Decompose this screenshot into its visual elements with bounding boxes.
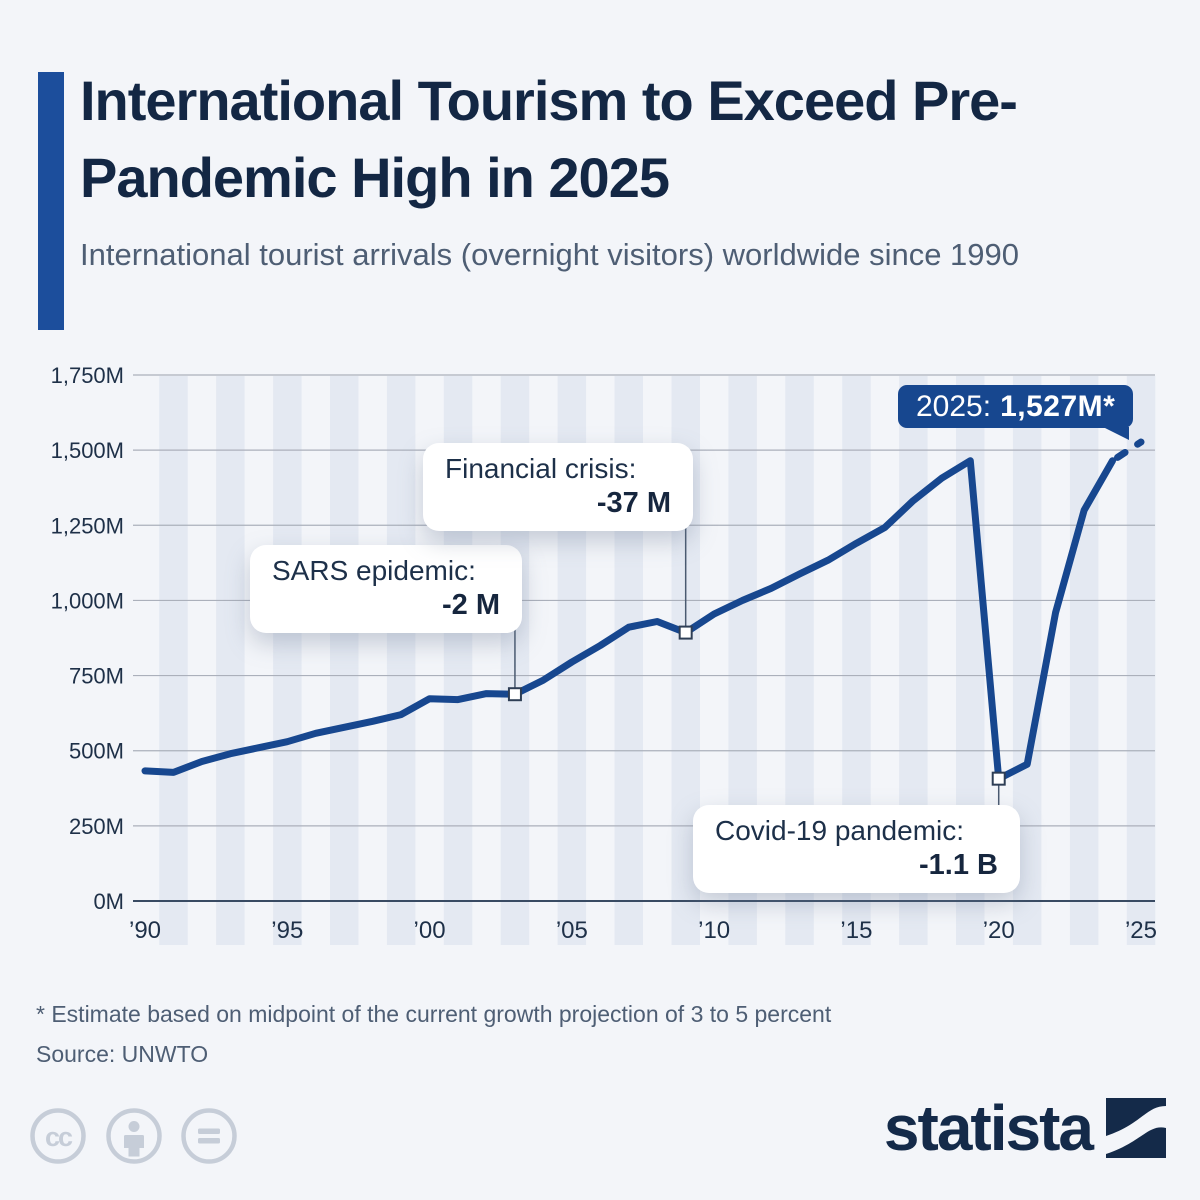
annotation-sars: SARS epidemic: -2 M bbox=[250, 545, 522, 633]
data-line bbox=[141, 457, 1116, 783]
x-axis-label: ’90 bbox=[129, 917, 161, 944]
statista-logo-icon bbox=[1106, 1098, 1166, 1158]
y-axis-label: 1,750M bbox=[51, 363, 124, 388]
y-axis-label: 1,500M bbox=[51, 438, 124, 463]
y-axis-label: 1,000M bbox=[51, 588, 124, 613]
year-stripe bbox=[273, 376, 302, 945]
x-axis-label: ’10 bbox=[698, 917, 730, 944]
year-stripe bbox=[1126, 376, 1156, 945]
y-axis-label: 250M bbox=[69, 814, 124, 839]
data-point-marker bbox=[507, 687, 522, 702]
x-axis-label: ’00 bbox=[414, 917, 446, 944]
y-axis-label: 1,250M bbox=[51, 513, 124, 538]
page-title: International Tourism to Exceed Pre-Pand… bbox=[80, 69, 1018, 209]
source-line: Source: UNWTO bbox=[36, 1041, 209, 1067]
data-point-marker bbox=[991, 771, 1006, 786]
title-accent-bar bbox=[38, 72, 64, 330]
projection-2025-badge: 2025: 1,527M* bbox=[898, 385, 1134, 440]
statista-wordmark: statista bbox=[883, 1092, 1094, 1164]
annotation-financial-crisis-label: Financial crisis: bbox=[445, 453, 637, 484]
estimate-footnote: * Estimate based on midpoint of the curr… bbox=[36, 1001, 832, 1027]
year-stripe bbox=[330, 376, 359, 945]
svg-text:cc: cc bbox=[45, 1122, 73, 1152]
year-stripe bbox=[159, 376, 188, 945]
annotation-financial-crisis-value: -37 M bbox=[596, 487, 671, 519]
projection-2025-value: 1,527M* bbox=[1000, 389, 1116, 423]
cc-icon: cc bbox=[30, 1108, 86, 1164]
x-axis-label: ’20 bbox=[983, 917, 1015, 944]
annotation-covid-label: Covid-19 pandemic: bbox=[715, 815, 965, 846]
annotation-covid-value: -1.1 B bbox=[919, 849, 998, 881]
data-point-marker bbox=[678, 625, 693, 640]
annotation-sars-label: SARS epidemic: bbox=[272, 555, 476, 586]
projection-2025-label: 2025: bbox=[916, 389, 992, 423]
year-stripe bbox=[216, 376, 245, 945]
statista-branding: statista bbox=[883, 1092, 1166, 1164]
annotation-financial-crisis: Financial crisis: -37 M bbox=[423, 443, 693, 531]
page-subtitle: International tourist arrivals (overnigh… bbox=[80, 237, 1020, 272]
x-axis-label: ’95 bbox=[271, 917, 303, 944]
y-axis-label: 500M bbox=[69, 739, 124, 764]
equals-icon bbox=[181, 1108, 237, 1164]
cc-license-icons: cc bbox=[30, 1108, 237, 1164]
person-icon bbox=[106, 1108, 162, 1164]
annotation-covid: Covid-19 pandemic: -1.1 B bbox=[693, 805, 1020, 893]
data-line-projection bbox=[1109, 438, 1145, 465]
x-axis-label: ’05 bbox=[556, 917, 588, 944]
y-axis-label: 750M bbox=[69, 664, 124, 689]
x-axis-label: ’25 bbox=[1125, 917, 1157, 944]
annotation-sars-value: -2 M bbox=[442, 589, 500, 621]
year-stripe bbox=[386, 376, 416, 945]
x-axis-label: ’15 bbox=[840, 917, 872, 944]
year-stripe bbox=[1069, 376, 1099, 945]
y-axis-label: 0M bbox=[93, 889, 124, 914]
